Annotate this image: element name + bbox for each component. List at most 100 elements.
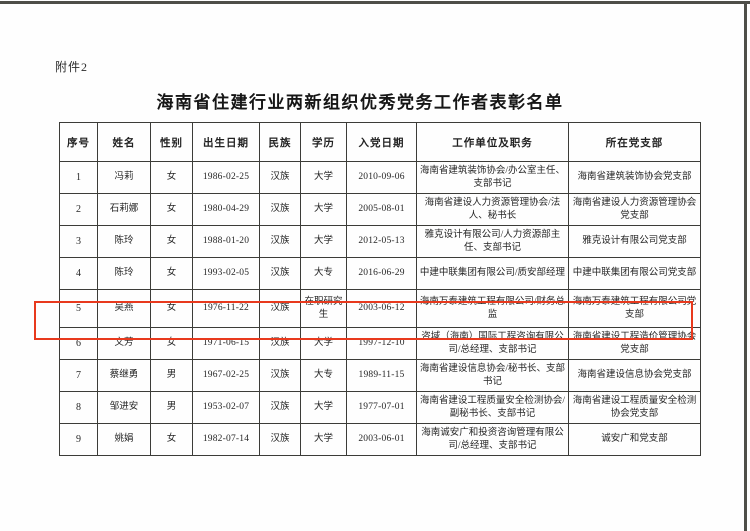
table-cell: 大专: [300, 359, 347, 392]
table-cell: 文芳: [97, 327, 151, 360]
table-cell: 汉族: [259, 225, 301, 258]
awards-table: 序号 姓名 性别 出生日期 民族 学历 入党日期 工作单位及职务 所在党支部 1 冯莉女 1986-…: [59, 122, 701, 456]
table-cell: 女: [150, 327, 193, 360]
table-cell: 海南省建设工程质量安全检测协会党支部: [568, 391, 701, 424]
table-cell: 1953-02-07: [192, 391, 260, 424]
table-cell: 女: [150, 225, 193, 258]
table-cell: 海南省建设人力资源管理协会/法人、秘书长: [416, 193, 569, 226]
table-cell: 海南省建设工程质量安全检测协会/副秘书长、支部书记: [416, 391, 569, 424]
table-cell: 中建中联集团有限公司党支部: [568, 257, 701, 290]
table-cell: 8: [59, 391, 98, 424]
table-cell: 汉族: [259, 193, 301, 226]
table-row: 8 邹进安男 1953-02-07 汉族 大学 1977-07-01 海南省建设工程质量安全…: [59, 391, 701, 424]
table-cell: 石莉娜: [97, 193, 151, 226]
table-cell: 女: [150, 161, 193, 194]
table-cell: 汉族: [259, 391, 301, 424]
table-cell: 诚安广和党支部: [568, 423, 701, 456]
table-cell: 在职研究生: [300, 289, 347, 328]
table-cell: 1989-11-15: [346, 359, 417, 392]
column-header: 民族: [259, 122, 301, 162]
column-header: 姓名: [97, 122, 151, 162]
table-cell: 6: [59, 327, 98, 360]
table-cell: 大学: [300, 391, 347, 424]
table-header-row: 序号 姓名 性别 出生日期 民族 学历 入党日期 工作单位及职务 所在党支部: [59, 122, 701, 162]
table-cell: 7: [59, 359, 98, 392]
table-cell: 4: [59, 257, 98, 290]
table-cell: 2003-06-01: [346, 423, 417, 456]
column-header: 出生日期: [192, 122, 260, 162]
page-title: 海南省住建行业两新组织优秀党务工作者表彰名单: [156, 93, 564, 112]
column-header: 所在党支部: [568, 122, 701, 162]
table-cell: 邹进安: [97, 391, 151, 424]
table-cell: 2012-05-13: [346, 225, 417, 258]
table-cell: 汉族: [259, 359, 301, 392]
table-row: 3 陈玲女 1988-01-20 汉族 大学 2012-05-13 雅克设计有限公司/人力资…: [59, 225, 701, 258]
table-cell: 1993-02-05: [192, 257, 260, 290]
table-cell: 汉族: [259, 161, 301, 194]
table-cell: 1977-07-01: [346, 391, 417, 424]
table-cell: 汉族: [259, 257, 301, 290]
table-cell: 中建中联集团有限公司/质安部经理: [416, 257, 569, 290]
table-cell: 大学: [300, 225, 347, 258]
table-cell: 1997-12-10: [346, 327, 417, 360]
table-cell: 海南省建设信息协会党支部: [568, 359, 701, 392]
table-cell: 冯莉: [97, 161, 151, 194]
table-cell: 汉族: [259, 423, 301, 456]
table-cell: 男: [150, 391, 193, 424]
table-row: 2 石莉娜女 1980-04-29 汉族 大学 2005-08-01 海南省建设人力资源管理…: [59, 193, 701, 226]
table-cell: 海南省建设信息协会/秘书长、支部书记: [416, 359, 569, 392]
table-cell: 海南万泰建筑工程有限公司/财务总监: [416, 289, 569, 328]
table-cell: 咨域（海南）国际工程咨询有限公司/总经理、支部书记: [416, 327, 569, 360]
table-cell: 2016-06-29: [346, 257, 417, 290]
table-cell: 海南省建筑装饰协会/办公室主任、支部书记: [416, 161, 569, 194]
table-cell: 大学: [300, 423, 347, 456]
table-cell: 1967-02-25: [192, 359, 260, 392]
table-cell: 男: [150, 359, 193, 392]
table-cell: 吴燕: [97, 289, 151, 328]
table-container: 序号 姓名 性别 出生日期 民族 学历 入党日期 工作单位及职务 所在党支部 1 冯莉女 1986-…: [59, 122, 701, 456]
table-cell: 海南省建筑装饰协会党支部: [568, 161, 701, 194]
table-row: 5 吴燕女 1976-11-22 汉族 在职研究生 2003-06-12 海南万泰建筑工程有…: [59, 289, 701, 328]
table-row: 9 姚娟女 1982-07-14 汉族 大学 2003-06-01 海南诚安广和投资咨询管理…: [59, 423, 701, 456]
table-cell: 姚娟: [97, 423, 151, 456]
table-cell: 女: [150, 193, 193, 226]
table-cell: 海南省建设工程造价管理协会党支部: [568, 327, 701, 360]
table-cell: 雅克设计有限公司/人力资源部主任、支部书记: [416, 225, 569, 258]
column-header: 性别: [150, 122, 193, 162]
table-cell: 汉族: [259, 289, 301, 328]
table-row: 1 冯莉女 1986-02-25 汉族 大学 2010-09-06 海南省建筑装饰协会/办公…: [59, 161, 701, 194]
scan-edge-right: [744, 1, 747, 531]
table-cell: 2: [59, 193, 98, 226]
table-cell: 3: [59, 225, 98, 258]
table-row: 4 陈玲女 1993-02-05 汉族 大专 2016-06-29 中建中联集团有限公司/质…: [59, 257, 701, 290]
table-row: 7 蔡继勇男 1967-02-25 汉族 大专 1989-11-15 海南省建设信息协会/秘…: [59, 359, 701, 392]
table-cell: 蔡继勇: [97, 359, 151, 392]
table-cell: 海南省建设人力资源管理协会党支部: [568, 193, 701, 226]
table-cell: 1980-04-29: [192, 193, 260, 226]
table-cell: 雅克设计有限公司党支部: [568, 225, 701, 258]
table-cell: 女: [150, 257, 193, 290]
table-cell: 海南诚安广和投资咨询管理有限公司/总经理、支部书记: [416, 423, 569, 456]
table-cell: 大学: [300, 327, 347, 360]
table-cell: 1982-07-14: [192, 423, 260, 456]
table-cell: 汉族: [259, 327, 301, 360]
table-cell: 2003-06-12: [346, 289, 417, 328]
table-cell: 9: [59, 423, 98, 456]
scan-edge-top: [0, 1, 750, 4]
table-cell: 1: [59, 161, 98, 194]
table-cell: 大专: [300, 257, 347, 290]
table-cell: 海南万泰建筑工程有限公司党支部: [568, 289, 701, 328]
table-cell: 女: [150, 289, 193, 328]
column-header: 入党日期: [346, 122, 417, 162]
column-header: 工作单位及职务: [416, 122, 569, 162]
table-cell: 1976-11-22: [192, 289, 260, 328]
table-cell: 2005-08-01: [346, 193, 417, 226]
column-header: 学历: [300, 122, 347, 162]
table-cell: 1971-06-15: [192, 327, 260, 360]
table-cell: 陈玲: [97, 225, 151, 258]
table-cell: 2010-09-06: [346, 161, 417, 194]
table-cell: 1986-02-25: [192, 161, 260, 194]
column-header: 序号: [59, 122, 98, 162]
table-cell: 女: [150, 423, 193, 456]
